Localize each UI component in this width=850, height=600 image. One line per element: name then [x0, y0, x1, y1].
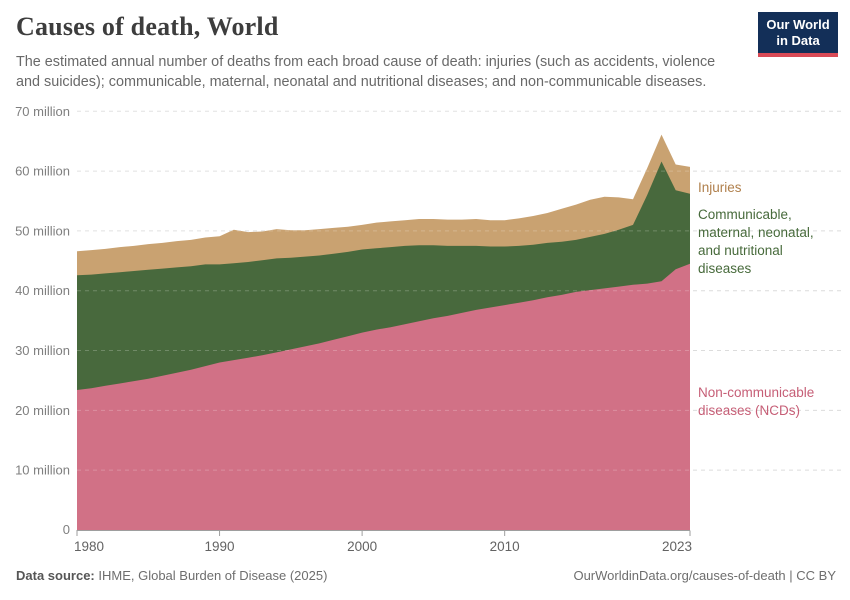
owid-logo: Our World in Data [758, 12, 838, 57]
y-axis-label-60: 60 million [15, 164, 70, 179]
owid-logo-line2: in Data [776, 33, 820, 48]
x-axis-label-1980: 1980 [74, 539, 104, 554]
chart-subtitle: The estimated annual number of deaths fr… [16, 54, 716, 91]
data-source: Data source: IHME, Global Burden of Dise… [16, 568, 327, 583]
y-axis-label-0: 0 [63, 522, 70, 537]
data-source-label: Data source: [16, 568, 95, 583]
y-axis-label-20: 20 million [15, 403, 70, 418]
area-ncd [77, 263, 690, 530]
y-axis-label-50: 50 million [15, 223, 70, 238]
x-axis-label-1990: 1990 [205, 539, 235, 554]
legend-label-injuries: Injuries [698, 180, 742, 195]
page-title: Causes of death, World [16, 12, 279, 41]
legend-label-communicable: Communicable, maternal, neonatal, and nu… [698, 207, 814, 277]
owid-logo-red-strip [758, 53, 838, 57]
chart-footer: Data source: IHME, Global Burden of Dise… [16, 568, 836, 583]
owid-logo-box: Our World in Data [758, 12, 838, 53]
x-axis-label-2023: 2023 [662, 539, 692, 554]
y-axis-label-30: 30 million [15, 343, 70, 358]
x-axis-label-2000: 2000 [347, 539, 377, 554]
y-axis-label-70: 70 million [15, 104, 70, 119]
x-axis-label-2010: 2010 [490, 539, 520, 554]
y-axis-label-10: 10 million [15, 463, 70, 478]
data-source-value: IHME, Global Burden of Disease (2025) [94, 568, 328, 583]
y-axis-label-40: 40 million [15, 283, 70, 298]
owid-logo-line1: Our World [766, 17, 830, 32]
credit-text: OurWorldinData.org/causes-of-death | CC … [573, 568, 836, 583]
legend-label-ncd: Non-communicable diseases (NCDs) [698, 385, 815, 419]
